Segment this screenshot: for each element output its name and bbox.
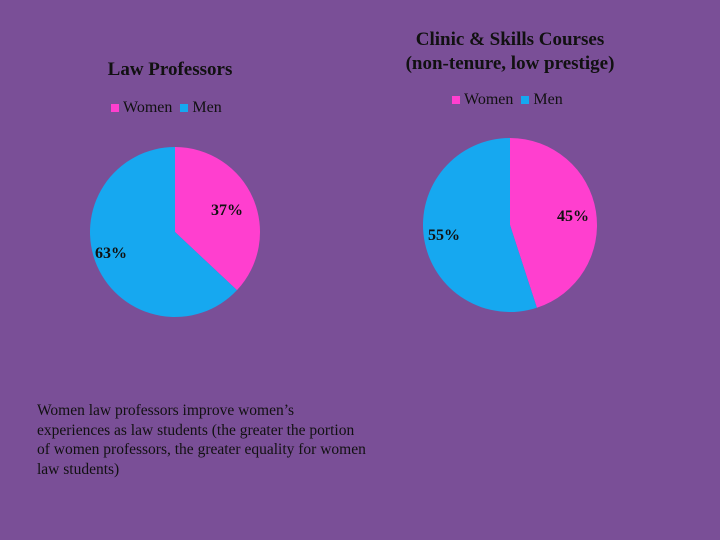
- pie-slice-law-women: [175, 147, 260, 291]
- legend-label-women: Women: [464, 91, 514, 108]
- data-label-law-women: 37%: [211, 202, 243, 219]
- legend-swatch-women: [452, 96, 460, 104]
- chart-title-clinic-courses: Clinic & Skills Courses (non-tenure, low…: [360, 28, 660, 76]
- legend-swatch-women: [111, 104, 119, 112]
- pie-slice-law-men: [89, 147, 237, 317]
- data-label-clinic-women: 45%: [557, 208, 589, 225]
- chart-title-law-professors: Law Professors: [107, 59, 233, 80]
- legend-label-women: Women: [123, 99, 173, 116]
- pie-slice-clinic-women: [510, 138, 597, 308]
- data-label-clinic-men: 55%: [428, 227, 460, 244]
- legend-item-women: Women: [452, 91, 513, 109]
- chart-title-line-2: (non-tenure, low prestige): [405, 53, 615, 74]
- legend-swatch-men: [180, 104, 189, 112]
- legend-law-professors: Women Men: [111, 99, 230, 117]
- legend-item-men: Men: [521, 91, 563, 109]
- legend-swatch-men: [521, 96, 530, 104]
- legend-item-women: Women: [111, 99, 172, 117]
- pie-slice-clinic-men: [423, 138, 537, 312]
- data-label-law-men: 63%: [95, 245, 127, 262]
- caption-note: Women law professors improve women’s exp…: [37, 402, 366, 478]
- legend-label-men: Men: [192, 99, 222, 116]
- legend-item-men: Men: [180, 99, 222, 117]
- legend-label-men: Men: [533, 91, 563, 108]
- chart-title-line-1: Clinic & Skills Courses: [415, 29, 605, 50]
- legend-clinic-courses: Women Men: [452, 91, 571, 109]
